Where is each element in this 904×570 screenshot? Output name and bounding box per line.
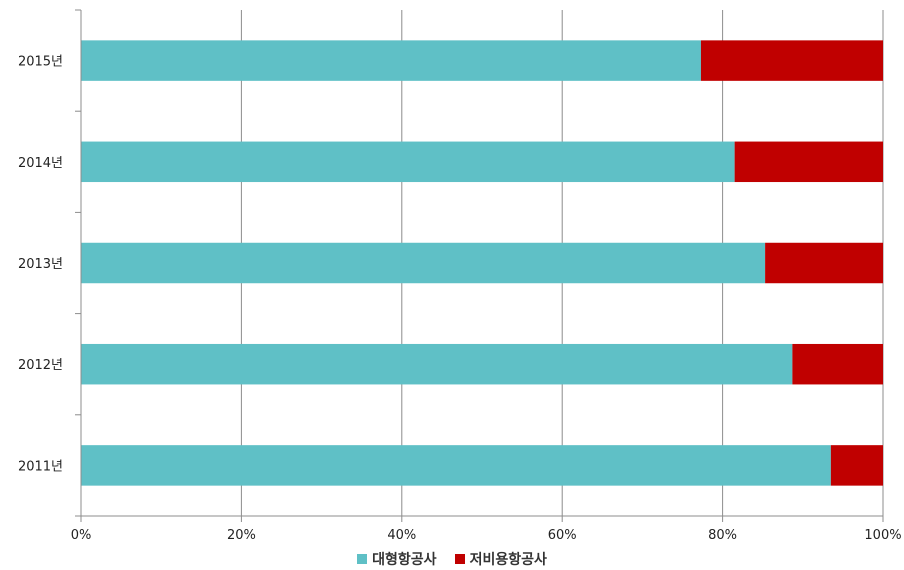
x-tick-label: 80% (708, 528, 737, 543)
bar-segment-series-2 (792, 343, 883, 385)
bar-segment-series-1 (81, 343, 793, 385)
bar-segment-series-2 (700, 40, 883, 81)
x-tick-label: 20% (227, 528, 256, 543)
y-tick-label: 2011년 (18, 459, 63, 474)
y-tick-label: 2012년 (18, 358, 63, 373)
legend-item-series-1: 대형항공사 (357, 549, 437, 569)
legend-swatch-series-2 (454, 554, 465, 564)
x-tick-label: 100% (864, 528, 901, 543)
y-tick-label: 2014년 (18, 156, 63, 171)
x-tick-label: 60% (548, 528, 577, 543)
bar-segment-series-2 (830, 445, 883, 486)
y-axis-tick-labels: 2015년 2014년 2013년 2012년 2011년 (18, 55, 63, 475)
x-tick-label: 0% (71, 528, 92, 543)
x-tick-label: 40% (387, 528, 416, 543)
bar-segment-series-2 (734, 141, 883, 183)
y-tick-label: 2015년 (18, 55, 63, 70)
legend-swatch-series-1 (357, 554, 368, 564)
legend-label-series-1: 대형항공사 (372, 552, 437, 568)
legend: 대형항공사 저비용항공사 (0, 549, 904, 569)
bar-segment-series-1 (81, 40, 701, 81)
bars (81, 40, 883, 486)
x-axis-tick-labels: 0% 20% 40% 60% 80% 100% (71, 528, 902, 543)
y-tick-label: 2013년 (18, 257, 63, 272)
bar-segment-series-1 (81, 445, 831, 486)
axes (75, 9, 884, 522)
legend-label-series-2: 저비용항공사 (469, 552, 547, 568)
legend-item-series-2: 저비용항공사 (454, 549, 547, 569)
bar-segment-series-1 (81, 141, 735, 183)
bar-segment-series-1 (81, 242, 766, 284)
bar-segment-series-2 (765, 242, 883, 284)
